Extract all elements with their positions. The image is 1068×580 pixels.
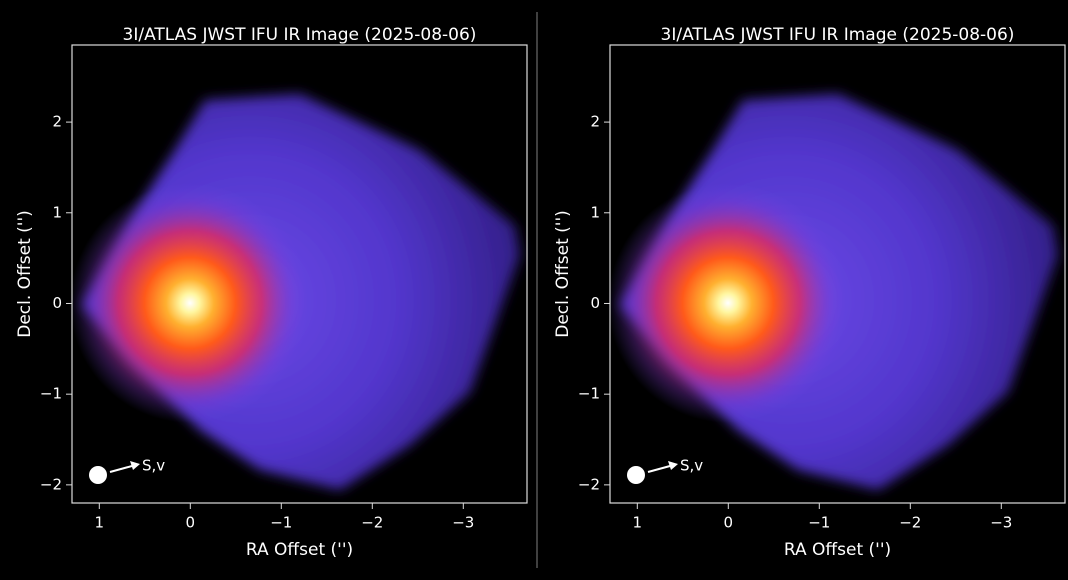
panel: 3I/ATLAS JWST IFU IR Image (2025-08-06) R… — [553, 25, 1066, 560]
x-axis-label: RA Offset ('') — [784, 540, 891, 560]
x-axis-label: RA Offset ('') — [246, 540, 353, 560]
x-tick-label: 0 — [724, 514, 734, 532]
annotation: S,v — [142, 457, 165, 475]
x-tick-label: 0 — [186, 514, 196, 532]
x-tick-label: −3 — [990, 514, 1012, 532]
x-tick-label: −1 — [270, 514, 292, 532]
y-tick-label: 0 — [590, 294, 600, 312]
annotation: S,v — [680, 457, 703, 475]
y-tick-label: −2 — [578, 475, 600, 493]
x-tick-label: 1 — [95, 514, 105, 532]
y-tick-label: 1 — [590, 203, 600, 221]
direction-arrow — [647, 465, 671, 473]
y-tick-label: −2 — [40, 475, 62, 493]
direction-arrow — [109, 465, 133, 473]
x-tick-label: −1 — [808, 514, 830, 532]
arrow-head — [668, 461, 678, 470]
y-tick-label: 2 — [590, 113, 600, 131]
beam-marker — [627, 466, 645, 484]
y-tick-label: −1 — [40, 385, 62, 403]
plot-frame — [609, 44, 1066, 504]
y-tick-label: 2 — [52, 113, 62, 131]
x-tick-label: −3 — [452, 514, 474, 532]
title: 3I/ATLAS JWST IFU IR Image (2025-08-06) — [661, 25, 1015, 45]
plot-frame — [71, 44, 528, 504]
beam-marker — [89, 466, 107, 484]
panel: 3I/ATLAS JWST IFU IR Image (2025-08-06) R… — [15, 25, 528, 560]
image — [70, 94, 520, 490]
x-tick-label: −2 — [899, 514, 921, 532]
y-axis-label: Decl. Offset ('') — [15, 210, 35, 338]
x-tick-label: 1 — [633, 514, 643, 532]
title: 3I/ATLAS JWST IFU IR Image (2025-08-06) — [123, 25, 477, 45]
y-tick-label: 0 — [52, 294, 62, 312]
image — [608, 94, 1058, 490]
y-tick-label: 1 — [52, 203, 62, 221]
y-tick-label: −1 — [578, 385, 600, 403]
arrow-head — [130, 461, 140, 470]
x-tick-label: −2 — [361, 514, 383, 532]
y-axis-label: Decl. Offset ('') — [553, 210, 573, 338]
